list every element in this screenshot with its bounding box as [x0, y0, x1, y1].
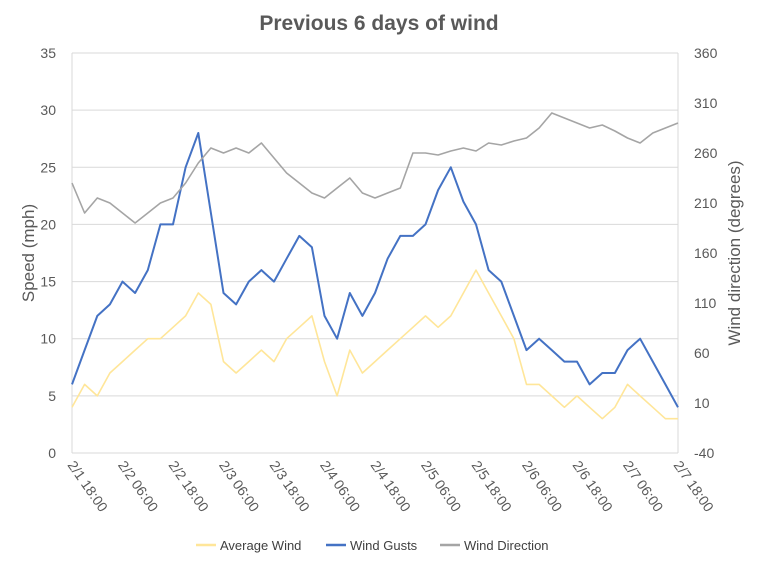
x-tick-label: 2/2 18:00 [166, 458, 213, 515]
x-tick-label: 2/6 18:00 [570, 458, 617, 515]
x-tick-label: 2/5 18:00 [469, 458, 516, 515]
series-layer [71, 112, 679, 420]
y-tick-label: 35 [40, 45, 56, 61]
legend-label: Average Wind [220, 538, 301, 553]
y2-tick-label: 310 [694, 95, 718, 111]
y-tick-label: 30 [40, 102, 56, 118]
y2-tick-label: 160 [694, 245, 718, 261]
series-line-wind-gusts [71, 132, 679, 408]
gridlines [71, 52, 679, 454]
chart-title: Previous 6 days of wind [259, 12, 498, 35]
y-tick-label: 0 [48, 445, 56, 461]
y2-tick-label: 10 [694, 395, 710, 411]
left-axis-ticks: 0 5 10 15 20 25 30 35 [40, 45, 56, 461]
y2-tick-label: 60 [694, 345, 710, 361]
series-line-average-wind [71, 269, 678, 420]
x-axis-ticks: 2/1 18:00 2/2 06:00 2/2 18:00 2/3 06:00 2/3 … [65, 458, 718, 515]
x-tick-label: 2/1 18:00 [65, 458, 112, 515]
y2-axis-title: Wind direction (degrees) [725, 160, 744, 345]
x-tick-label: 2/2 06:00 [115, 458, 162, 515]
y2-tick-label: 360 [694, 45, 718, 61]
x-tick-label: 2/7 18:00 [671, 458, 718, 515]
x-tick-label: 2/7 06:00 [620, 458, 667, 515]
legend-label: Wind Direction [464, 538, 549, 553]
series-line-wind-direction [71, 112, 679, 224]
y2-tick-label: 210 [694, 195, 718, 211]
legend: Average Wind Wind Gusts Wind Direction [196, 538, 549, 553]
x-tick-label: 2/3 18:00 [267, 458, 314, 515]
x-tick-label: 2/3 06:00 [216, 458, 263, 515]
x-tick-label: 2/6 06:00 [519, 458, 566, 515]
legend-label: Wind Gusts [350, 538, 418, 553]
y-tick-label: 15 [40, 274, 56, 290]
y2-tick-label: -40 [694, 445, 714, 461]
y2-tick-label: 110 [694, 295, 717, 311]
y-tick-label: 25 [40, 159, 56, 175]
y2-tick-label: 260 [694, 145, 718, 161]
y-tick-label: 5 [48, 388, 56, 404]
x-tick-label: 2/5 06:00 [418, 458, 465, 515]
y-tick-label: 10 [40, 331, 56, 347]
right-axis-ticks: -40 10 60 110 160 210 260 310 360 [694, 45, 718, 461]
x-tick-label: 2/4 18:00 [368, 458, 415, 515]
y-tick-label: 20 [40, 216, 56, 232]
x-tick-label: 2/4 06:00 [317, 458, 364, 515]
y-axis-title: Speed (mph) [19, 204, 38, 302]
